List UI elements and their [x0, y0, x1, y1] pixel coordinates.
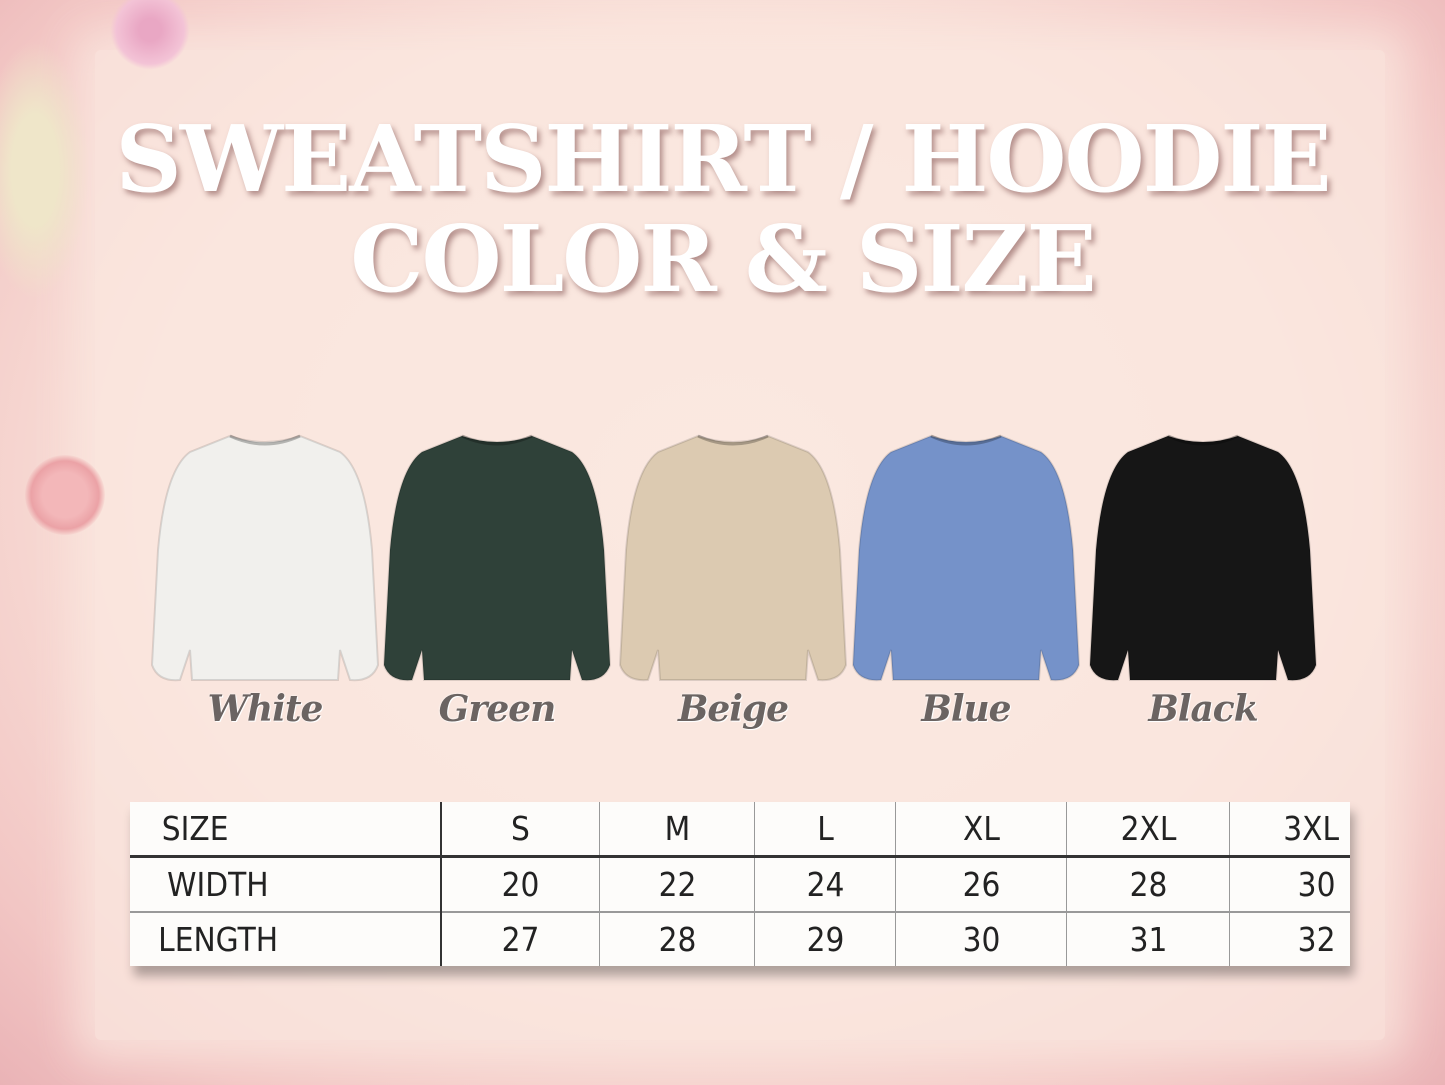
title-line-2: COLOR & SIZE [350, 205, 1097, 313]
table-cell: 27 [448, 911, 592, 966]
color-label: Black [1148, 688, 1258, 730]
table-row-length: LENGTH 27 28 29 30 31 32 [130, 911, 1350, 966]
color-label: Green [438, 688, 557, 730]
flower-decoration [110, 0, 190, 70]
table-cell: 30 [1235, 856, 1344, 912]
table-cell: 28 [1074, 856, 1222, 912]
header-cell: XL [903, 802, 1058, 858]
table-cell: 26 [903, 856, 1058, 912]
header-cell: S [448, 802, 592, 858]
table-cell: 31 [1074, 911, 1222, 966]
sweatshirt-white [150, 430, 380, 688]
header-cell: 2XL [1074, 802, 1222, 858]
table-header-row: SIZE S M L XL 2XL 3XL [130, 802, 1350, 858]
table-row-width: WIDTH 20 22 24 26 28 30 [130, 856, 1350, 912]
button-decoration [25, 455, 105, 535]
header-cell: M [606, 802, 747, 858]
header-cell: L [761, 802, 889, 858]
table-cell: 29 [761, 911, 889, 966]
row-label: WIDTH [145, 856, 427, 912]
table-cell: 24 [761, 856, 889, 912]
sweatshirt-green [382, 430, 612, 688]
table-cell: 32 [1235, 911, 1344, 966]
color-label: Blue [921, 688, 1011, 730]
color-label: White [207, 688, 324, 730]
title-line-1: SWEATSHIRT / HOODIE [115, 105, 1331, 213]
table-cell: 30 [903, 911, 1058, 966]
flower-decoration [0, 40, 90, 300]
size-table: SIZE S M L XL 2XL 3XL WIDTH 20 22 24 26 … [130, 802, 1350, 966]
sweatshirt-blue [851, 430, 1081, 688]
table-cell: 20 [448, 856, 592, 912]
sweatshirt-black [1088, 430, 1318, 688]
table-cell: 28 [606, 911, 747, 966]
row-label: LENGTH [145, 911, 427, 966]
sweatshirt-beige [618, 430, 848, 688]
table-cell: 22 [606, 856, 747, 912]
color-label: Beige [677, 688, 789, 730]
header-cell: SIZE [145, 802, 427, 858]
header-cell: 3XL [1235, 802, 1344, 858]
